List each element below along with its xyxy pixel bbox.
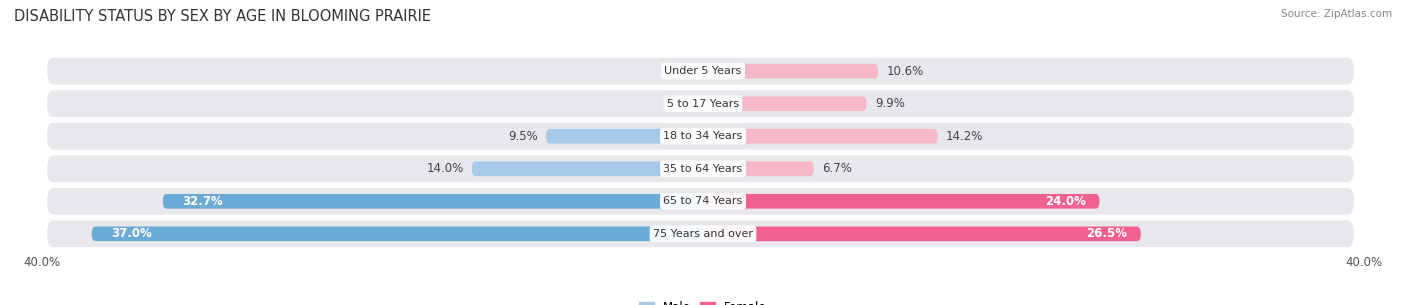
FancyBboxPatch shape	[48, 156, 1354, 182]
FancyBboxPatch shape	[703, 227, 1140, 241]
Text: 5 to 17 Years: 5 to 17 Years	[666, 99, 740, 109]
Text: 0.0%: 0.0%	[665, 65, 695, 78]
FancyBboxPatch shape	[48, 58, 1354, 84]
FancyBboxPatch shape	[703, 96, 866, 111]
Text: Source: ZipAtlas.com: Source: ZipAtlas.com	[1281, 9, 1392, 19]
Text: 37.0%: 37.0%	[111, 227, 152, 240]
Legend: Male, Female: Male, Female	[634, 296, 772, 305]
FancyBboxPatch shape	[48, 123, 1354, 149]
FancyBboxPatch shape	[703, 194, 1099, 209]
Text: 35 to 64 Years: 35 to 64 Years	[664, 164, 742, 174]
Text: 9.5%: 9.5%	[508, 130, 537, 143]
Text: 26.5%: 26.5%	[1087, 227, 1128, 240]
Text: 14.0%: 14.0%	[426, 162, 464, 175]
Text: 65 to 74 Years: 65 to 74 Years	[664, 196, 742, 206]
FancyBboxPatch shape	[48, 188, 1354, 215]
Text: 0.0%: 0.0%	[665, 97, 695, 110]
FancyBboxPatch shape	[91, 227, 703, 241]
FancyBboxPatch shape	[703, 129, 938, 144]
FancyBboxPatch shape	[703, 161, 814, 176]
Text: 32.7%: 32.7%	[183, 195, 224, 208]
FancyBboxPatch shape	[163, 194, 703, 209]
Text: 6.7%: 6.7%	[823, 162, 852, 175]
Text: DISABILITY STATUS BY SEX BY AGE IN BLOOMING PRAIRIE: DISABILITY STATUS BY SEX BY AGE IN BLOOM…	[14, 9, 432, 24]
FancyBboxPatch shape	[48, 90, 1354, 117]
FancyBboxPatch shape	[703, 64, 879, 78]
FancyBboxPatch shape	[471, 161, 703, 176]
Text: 10.6%: 10.6%	[886, 65, 924, 78]
Text: 14.2%: 14.2%	[946, 130, 983, 143]
Text: Under 5 Years: Under 5 Years	[665, 66, 741, 76]
FancyBboxPatch shape	[546, 129, 703, 144]
Text: 18 to 34 Years: 18 to 34 Years	[664, 131, 742, 141]
Text: 24.0%: 24.0%	[1046, 195, 1087, 208]
Text: 75 Years and over: 75 Years and over	[652, 229, 754, 239]
FancyBboxPatch shape	[48, 221, 1354, 247]
Text: 9.9%: 9.9%	[875, 97, 904, 110]
